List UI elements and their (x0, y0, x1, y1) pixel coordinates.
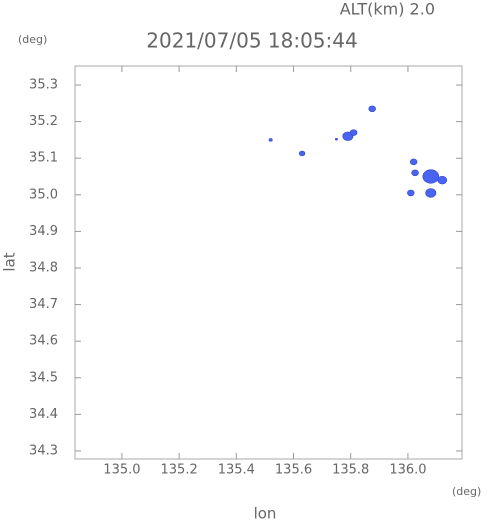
echo-cell (334, 137, 338, 141)
echo-cell (407, 189, 415, 197)
echo-cell (425, 188, 437, 198)
y-tick-label: 34.6 (29, 334, 58, 349)
echo-cell (268, 138, 273, 142)
plot-frame (74, 65, 463, 460)
y-tick-label: 34.9 (29, 224, 58, 239)
y-tick-label: 35.0 (29, 187, 58, 202)
echo-cell (411, 169, 419, 177)
echo-cell (437, 175, 448, 185)
x-tick-label: 135.2 (161, 463, 198, 478)
echo-cell (349, 129, 358, 136)
y-tick-label: 34.7 (29, 297, 58, 312)
y-tick-label: 35.2 (29, 114, 58, 129)
x-tick-label: 135.8 (332, 463, 369, 478)
chart-title: 2021/07/05 18:05:44 (146, 29, 357, 53)
y-tick-label: 35.1 (29, 151, 58, 166)
y-tick-label: 35.3 (29, 78, 58, 93)
x-tick-label: 136.0 (389, 463, 426, 478)
echo-cell (298, 150, 306, 157)
y-unit: (deg) (18, 33, 47, 46)
x-tick-label: 135.4 (218, 463, 255, 478)
x-tick-label: 135.0 (103, 463, 140, 478)
x-tick-label: 135.6 (275, 463, 312, 478)
echo-cell (409, 158, 418, 166)
x-axis-label: lon (254, 505, 277, 521)
y-tick-label: 34.4 (29, 407, 58, 422)
y-tick-label: 34.5 (29, 370, 58, 385)
y-tick-label: 34.8 (29, 260, 58, 275)
y-axis-label: lat (1, 252, 19, 271)
echo-cell (422, 169, 440, 184)
y-tick-label: 34.3 (29, 443, 58, 458)
x-unit: (deg) (452, 485, 481, 498)
echo-cell (368, 105, 376, 113)
altitude-annotation: ALT(km) 2.0 (340, 0, 435, 19)
